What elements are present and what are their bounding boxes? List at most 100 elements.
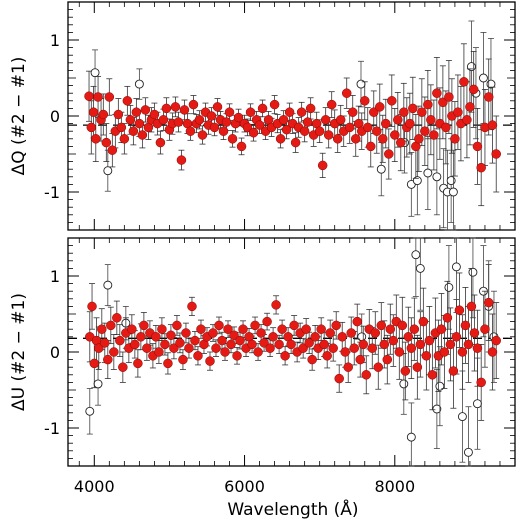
data-point [109, 347, 119, 357]
data-point [296, 107, 307, 117]
data-point [224, 107, 235, 117]
data-point [289, 320, 299, 331]
data-point [253, 347, 263, 357]
data-point [480, 324, 490, 334]
open-data-point [411, 250, 421, 260]
data-point [271, 300, 281, 310]
data-point [118, 362, 128, 372]
data-point [439, 347, 450, 357]
data-point [112, 313, 122, 323]
data-point [460, 320, 471, 331]
data-point [358, 339, 368, 350]
data-point [378, 134, 388, 144]
open-data-point [93, 379, 103, 389]
open-data-point [444, 282, 454, 292]
data-point [214, 320, 224, 331]
open-data-point [468, 267, 478, 277]
data-point [310, 332, 320, 342]
data-point [268, 332, 278, 342]
data-point [245, 107, 256, 117]
data-point [157, 324, 167, 334]
data-point [208, 328, 218, 338]
data-point [323, 130, 334, 140]
data-point [172, 320, 182, 331]
data-point [134, 118, 145, 129]
x-tick-label: 4000 [74, 477, 115, 496]
data-point [393, 115, 403, 125]
data-point [226, 339, 236, 350]
data-point [290, 137, 301, 148]
data-point [235, 335, 245, 346]
data-point [476, 377, 486, 388]
data-point [448, 366, 459, 376]
data-point [307, 354, 317, 365]
data-point [491, 149, 501, 159]
data-point [382, 354, 393, 365]
data-point [463, 339, 474, 350]
data-point [397, 320, 408, 331]
data-point [269, 99, 280, 110]
data-point [332, 134, 343, 144]
data-point [388, 335, 399, 346]
data-point [314, 126, 325, 136]
data-point [205, 356, 215, 366]
data-point [175, 338, 185, 348]
open-data-point [85, 406, 95, 416]
data-point [104, 92, 115, 102]
y-tick-label: 0 [50, 343, 60, 362]
data-point [350, 134, 361, 144]
data-point [381, 118, 391, 129]
data-point [155, 137, 166, 148]
data-point [405, 118, 415, 129]
data-point [301, 324, 311, 334]
data-point [100, 338, 110, 348]
data-point [367, 343, 378, 353]
data-point [366, 141, 376, 152]
data-point [113, 109, 124, 120]
data-point [320, 115, 331, 125]
data-point [453, 107, 463, 117]
data-point [209, 122, 220, 133]
open-data-point [399, 379, 409, 389]
data-point [304, 338, 314, 348]
data-point [218, 126, 229, 136]
data-point [142, 343, 152, 353]
data-point [133, 358, 143, 369]
open-data-point [103, 166, 113, 176]
data-point [363, 122, 373, 133]
data-point [385, 324, 396, 334]
data-point [399, 107, 409, 117]
y-axis-label: ΔU (#2 − #1) [9, 293, 29, 411]
data-point [250, 320, 260, 331]
data-point [93, 92, 103, 102]
data-point [127, 324, 137, 334]
data-point [406, 343, 417, 353]
data-point [466, 301, 477, 312]
data-point [346, 328, 356, 338]
data-point [223, 324, 233, 334]
data-point [469, 328, 480, 338]
open-data-point [478, 73, 488, 83]
data-point [375, 102, 385, 112]
data-point [408, 103, 418, 114]
data-point [390, 130, 400, 140]
data-point [262, 316, 272, 327]
data-point [89, 358, 100, 369]
open-data-point [451, 262, 461, 272]
data-point [352, 316, 362, 327]
data-point [179, 105, 190, 115]
data-point [247, 339, 257, 350]
data-point [400, 366, 411, 376]
open-data-point [435, 381, 445, 391]
data-point [84, 91, 94, 101]
data-point [131, 107, 142, 117]
data-point [415, 339, 426, 350]
data-point [427, 370, 438, 380]
data-point [115, 335, 125, 346]
data-point [254, 120, 265, 130]
data-point [265, 343, 275, 353]
data-point [194, 115, 205, 125]
data-point [298, 343, 308, 353]
data-point [236, 141, 247, 152]
data-point [322, 351, 332, 361]
